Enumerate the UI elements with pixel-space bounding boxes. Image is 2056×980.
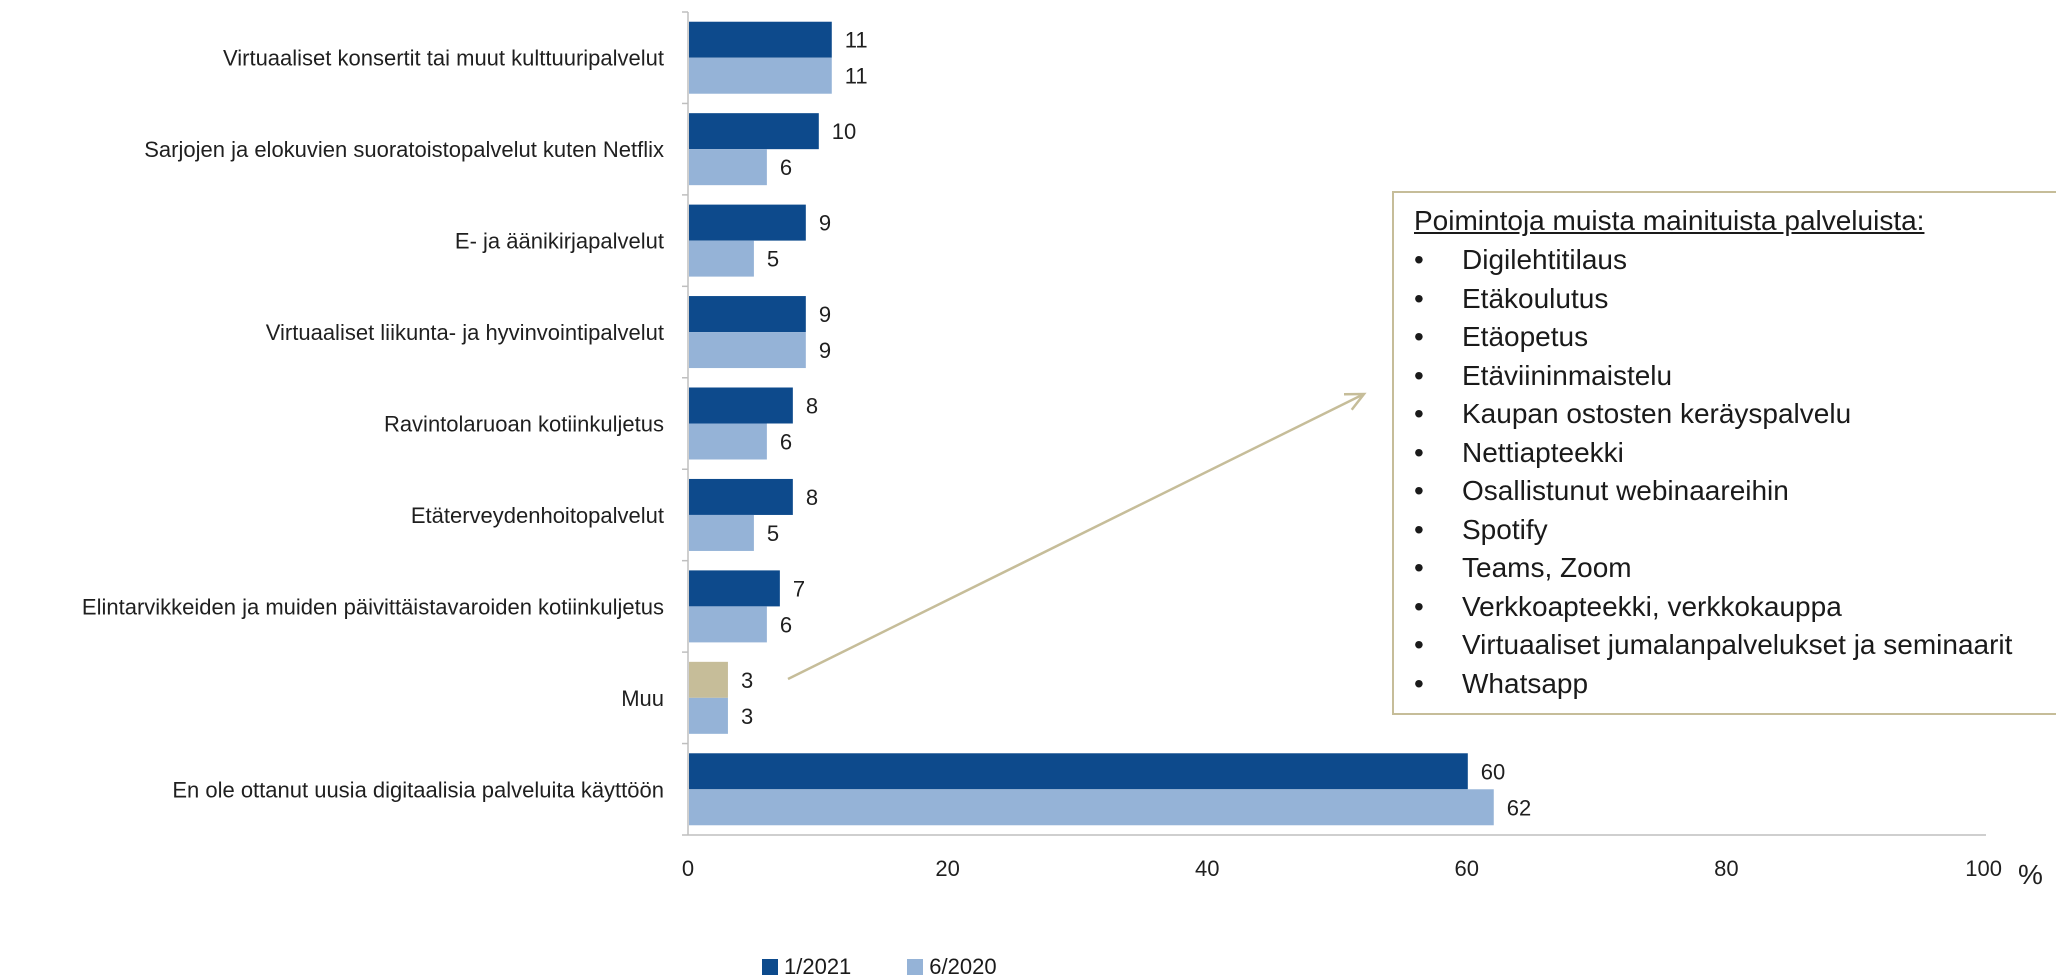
- note-item: Etäopetus: [1414, 318, 2056, 357]
- note-item: Virtuaaliset jumalanpalvelukset ja semin…: [1414, 626, 2056, 665]
- note-item: Spotify: [1414, 511, 2056, 550]
- bar-1-2021: [689, 478, 793, 515]
- arrow-line: [787, 392, 1365, 681]
- data-label: 10: [832, 119, 856, 144]
- data-label: 11: [845, 28, 868, 53]
- bar-6-2020: [689, 57, 832, 94]
- category-label: En ole ottanut uusia digitaalisia palvel…: [172, 777, 664, 802]
- x-tick-label: 40: [1195, 856, 1219, 881]
- x-tick-label: 100: [1965, 856, 2002, 881]
- legend-swatch-2021: [762, 959, 778, 975]
- bars-group: [689, 21, 1494, 826]
- bar-1-2021: [689, 387, 793, 424]
- bar-6-2020: [689, 514, 754, 551]
- bar-6-2020: [689, 606, 767, 643]
- category-label: E- ja äänikirjapalvelut: [455, 229, 664, 254]
- data-label: 62: [1507, 795, 1531, 820]
- bar-1-2021: [689, 21, 832, 58]
- data-label: 6: [780, 430, 792, 455]
- bar-6-2020: [689, 149, 767, 186]
- data-label: 8: [806, 394, 818, 419]
- note-item: Etäkoulutus: [1414, 280, 2056, 319]
- category-label: Virtuaaliset liikunta- ja hyvinvointipal…: [266, 320, 664, 345]
- note-item: Verkkoapteekki, verkkokauppa: [1414, 588, 2056, 627]
- category-label: Sarjojen ja elokuvien suoratoistopalvelu…: [144, 137, 664, 162]
- other-services-note: Poimintoja muista mainituista palveluist…: [1392, 191, 2056, 715]
- note-item: Whatsapp: [1414, 665, 2056, 704]
- legend-item-2021: 1/2021: [762, 954, 851, 980]
- category-label: Virtuaaliset konsertit tai muut kulttuur…: [223, 46, 664, 71]
- bar-1-2021: [689, 570, 780, 607]
- data-label: 60: [1481, 759, 1505, 784]
- data-label: 9: [819, 211, 831, 236]
- bar-6-2020: [689, 697, 728, 734]
- x-tick-label: 20: [935, 856, 959, 881]
- note-item: Digilehtitilaus: [1414, 241, 2056, 280]
- callout-arrow: [787, 392, 1367, 681]
- bar-6-2020: [689, 240, 754, 277]
- category-label: Ravintolaruoan kotiinkuljetus: [384, 412, 664, 437]
- note-item: Osallistunut webinaareihin: [1414, 472, 2056, 511]
- bar-6-2020: [689, 789, 1494, 826]
- category-label: Elintarvikkeiden ja muiden päivittäistav…: [82, 594, 664, 619]
- bar-6-2020: [689, 332, 806, 369]
- category-label: Muu: [621, 686, 664, 711]
- note-list: DigilehtitilausEtäkoulutusEtäopetusEtävi…: [1414, 241, 2056, 703]
- bar-1-2021: [689, 113, 819, 150]
- data-label: 9: [819, 338, 831, 363]
- labels-group: 11 11 Virtuaaliset konsertit tai muut kult…: [82, 28, 2043, 890]
- legend-label-2021: 1/2021: [784, 954, 852, 979]
- data-label: 5: [767, 247, 779, 272]
- x-tick-label: 60: [1455, 856, 1479, 881]
- data-label: 7: [793, 576, 805, 601]
- bar-1-2021: [689, 296, 806, 333]
- data-label: 3: [741, 668, 753, 693]
- bar-6-2020: [689, 423, 767, 460]
- x-unit-label: %: [2018, 859, 2043, 890]
- note-title: Poimintoja muista mainituista palveluist…: [1414, 205, 1925, 236]
- legend-swatch-2020: [907, 959, 924, 975]
- data-label: 11: [845, 64, 868, 89]
- data-label: 3: [741, 704, 753, 729]
- note-item: Kaupan ostosten keräyspalvelu: [1414, 395, 2056, 434]
- note-item: Nettiapteekki: [1414, 434, 2056, 473]
- arrow-head: [1343, 392, 1367, 411]
- legend: 1/2021 6/2020: [762, 954, 997, 980]
- bar-1-2021: [689, 661, 728, 698]
- x-tick-label: 0: [682, 856, 694, 881]
- bar-1-2021: [689, 753, 1468, 790]
- x-tick-label: 80: [1714, 856, 1738, 881]
- data-label: 5: [767, 521, 779, 546]
- note-item: Teams, Zoom: [1414, 549, 2056, 588]
- legend-item-2020: 6/2020: [907, 954, 997, 980]
- axes-group: [682, 11, 1986, 836]
- bar-1-2021: [689, 204, 806, 241]
- data-label: 9: [819, 302, 831, 327]
- data-label: 6: [780, 612, 792, 637]
- legend-label-2020: 6/2020: [929, 954, 997, 979]
- category-label: Etäterveydenhoitopalvelut: [411, 503, 664, 528]
- data-label: 6: [780, 155, 792, 180]
- note-item: Etäviininmaistelu: [1414, 357, 2056, 396]
- data-label: 8: [806, 485, 818, 510]
